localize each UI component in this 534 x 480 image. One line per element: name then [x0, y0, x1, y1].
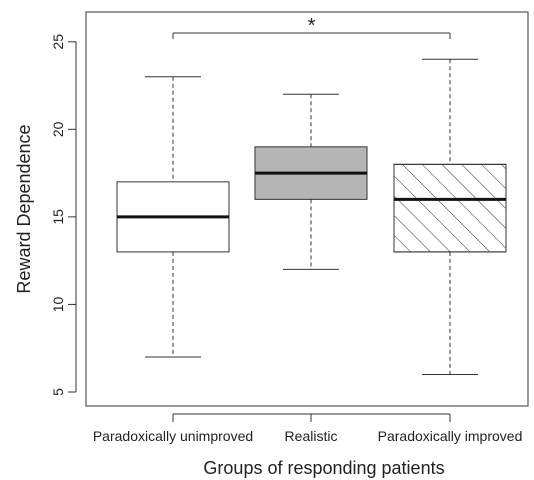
significance-asterisk: *: [308, 15, 316, 37]
boxes: [116, 58, 507, 375]
x-tick-label-1: Realistic: [285, 428, 338, 444]
box-group-0: [116, 76, 230, 358]
y-tick-label-5: 5: [50, 388, 66, 396]
significance-bracket: *: [172, 15, 451, 40]
x-axis-title: Groups of responding patients: [203, 458, 444, 478]
y-tick-label-20: 20: [50, 121, 66, 137]
y-axis-title: Reward Dependence: [14, 124, 34, 293]
y-axis: 5 10 15 20 25: [50, 34, 77, 396]
x-axis: Paradoxically unimproved Realistic Paradox…: [93, 413, 523, 444]
iqr-hatch: [393, 163, 507, 253]
y-tick-label-10: 10: [50, 296, 66, 312]
y-tick-label-15: 15: [50, 209, 66, 225]
x-tick-label-0: Paradoxically unimproved: [93, 428, 253, 444]
box-group-1: [254, 93, 368, 270]
box-group-2: [393, 58, 507, 375]
x-tick-label-2: Paradoxically improved: [378, 428, 523, 444]
plot-frame: [85, 11, 529, 407]
y-tick-label-25: 25: [50, 34, 66, 50]
